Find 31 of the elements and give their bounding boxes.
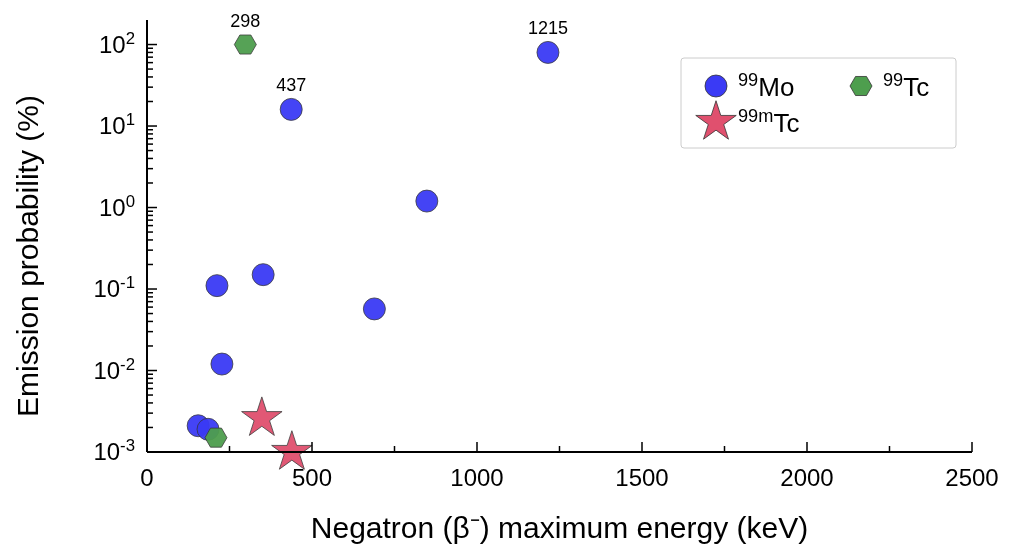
point <box>415 189 439 213</box>
point <box>271 430 313 470</box>
legend-label: $^{99}$Tc <box>883 70 930 102</box>
x-tick-label: 1000 <box>450 464 504 491</box>
y-tick-label: 10$^{-3}$ <box>93 435 135 465</box>
y-tick-label: 10$^{1}$ <box>98 109 135 140</box>
point <box>204 427 228 448</box>
y-axis-title: Emission probability (%) <box>11 95 44 417</box>
point <box>241 396 283 436</box>
y-tick-label: 10$^{2}$ <box>98 28 135 58</box>
point <box>205 274 229 298</box>
point <box>251 263 275 287</box>
y-tick-label: 10$^{-2}$ <box>93 354 135 384</box>
point <box>210 352 234 376</box>
x-axis-title: Negatron (β⁻) maximum energy (keV) <box>310 511 809 544</box>
point <box>233 34 257 55</box>
point <box>536 41 560 64</box>
point <box>279 98 303 121</box>
x-tick-label: 500 <box>291 464 333 491</box>
x-tick-label: 1500 <box>615 464 669 491</box>
x-tick-label: 2500 <box>945 464 999 491</box>
annotation: 298 <box>230 10 261 31</box>
y-tick-label: 10$^{-1}$ <box>93 272 135 303</box>
y-tick-label: 10$^{0}$ <box>98 191 135 221</box>
x-tick-label: 2000 <box>780 464 834 491</box>
legend-label: $^{99}$Mo <box>738 70 795 102</box>
x-tick-label: 0 <box>140 464 154 491</box>
annotation: 1215 <box>527 18 568 39</box>
point <box>362 297 386 321</box>
annotation: 437 <box>276 75 307 96</box>
legend-label: $^{99m}$Tc <box>738 106 800 138</box>
